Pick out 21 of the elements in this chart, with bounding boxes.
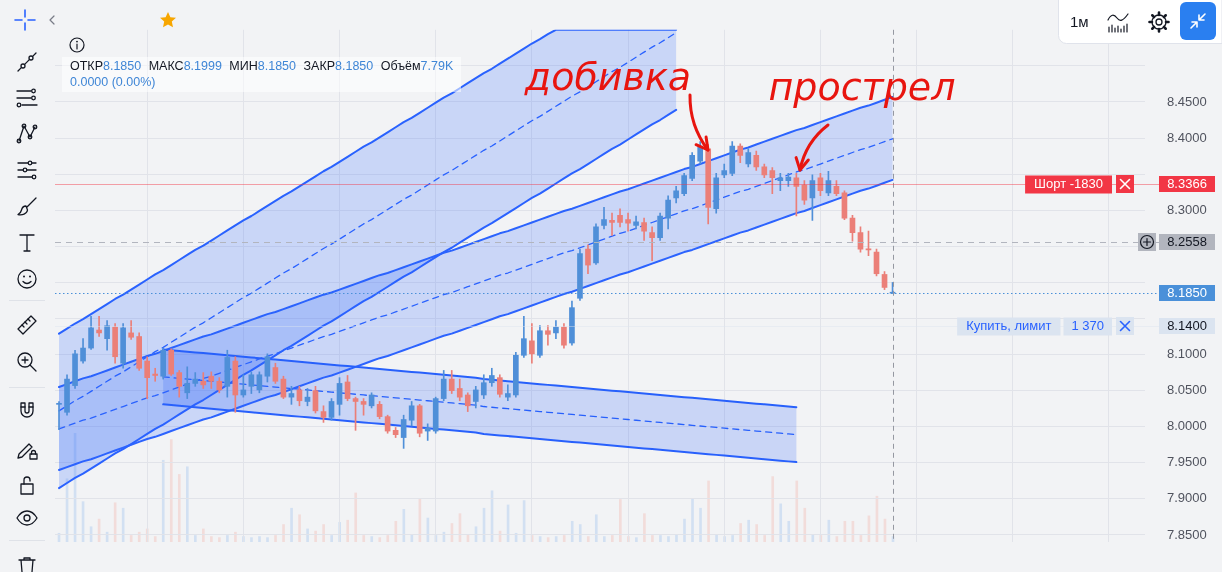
- y-tick-label: 7.8500: [1167, 526, 1207, 542]
- text: 8.1400: [1167, 318, 1207, 334]
- y-tick-label: 8.4500: [1167, 93, 1207, 109]
- text: 8.2558: [1167, 234, 1207, 250]
- annotation: прострел: [768, 64, 956, 109]
- y-tick-label: 7.9500: [1167, 454, 1207, 470]
- annotation: 8.1850: [102, 59, 142, 73]
- y-tick-label: 7.9000: [1167, 490, 1207, 506]
- text: 8.3366: [1167, 176, 1207, 192]
- annotation: 0.0000 (0.00%): [70, 74, 157, 90]
- ref-line-label: Купить, лимит: [966, 318, 1052, 334]
- y-tick-label: 8.0000: [1167, 418, 1207, 434]
- y-tick-label: 8.4000: [1167, 129, 1207, 145]
- y-tick-label: 8.3000: [1167, 201, 1207, 217]
- text: 1м: [1070, 13, 1089, 30]
- ref-line-label: Шорт -1830: [1034, 176, 1103, 192]
- text: 8.1850: [1167, 285, 1207, 301]
- y-tick-label: 8.1000: [1167, 346, 1207, 362]
- annotation: добивка: [523, 54, 692, 99]
- y-tick-label: 8.0500: [1167, 382, 1207, 398]
- annotation: 1 370: [1071, 318, 1105, 334]
